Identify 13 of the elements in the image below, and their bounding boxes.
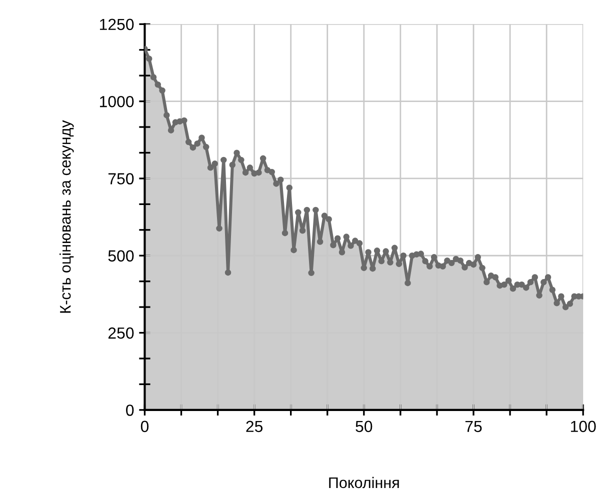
x-tick-label: 100	[570, 420, 596, 432]
y-tick-label: 1000	[100, 96, 134, 108]
y-tick-label: 750	[108, 173, 134, 184]
x-tick-label: 50	[356, 420, 372, 432]
x-tick-label: 75	[465, 420, 482, 432]
y-axis-title: К-сть оцінювань за секунду	[60, 120, 74, 313]
x-axis-title: Покоління	[329, 476, 399, 488]
x-tick-label: 25	[246, 420, 263, 432]
x-tick-label: 0	[140, 420, 149, 432]
y-tick-label: 1250	[100, 18, 134, 30]
y-tick-label: 250	[108, 327, 134, 339]
y-tick-label: 0	[126, 404, 134, 416]
y-tick-label: 500	[108, 250, 134, 262]
